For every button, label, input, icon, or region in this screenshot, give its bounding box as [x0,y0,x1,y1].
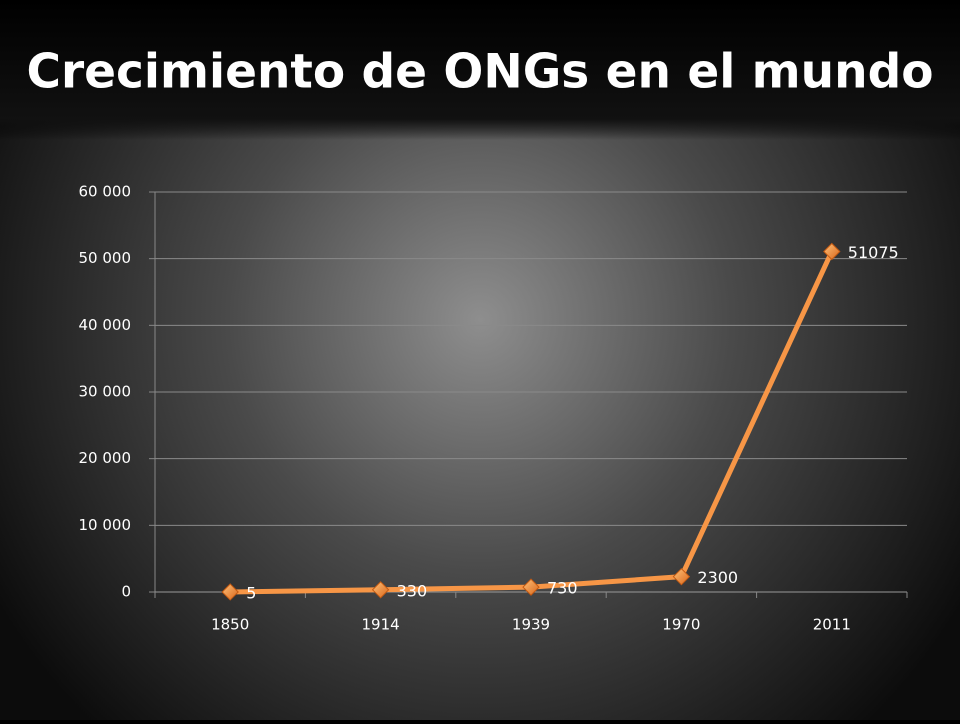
y-tick-label: 50 000 [79,249,132,267]
y-tick-label: 0 [121,583,131,601]
marker [221,583,239,601]
y-tick-label: 40 000 [79,316,132,334]
y-tick-label: 20 000 [79,449,132,467]
data-label: 2300 [697,568,738,587]
x-tick-label: 1970 [662,616,700,634]
x-tick-label: 2011 [813,616,851,634]
marker [371,581,390,599]
marker [522,578,540,596]
x-tick-label: 1914 [362,616,400,634]
y-tick-label: 10 000 [79,516,132,534]
y-tick-label: 30 000 [79,383,132,401]
marker [823,242,841,261]
marker [672,567,691,586]
chart-title: Crecimiento de ONGs en el mundo [26,45,933,100]
y-tick-label: 60 000 [79,183,132,201]
x-tick-label: 1939 [512,616,550,634]
data-label: 51075 [848,243,899,262]
data-label: 5 [246,583,256,602]
data-label: 730 [547,579,578,598]
x-tick-label: 1850 [211,616,249,634]
title-band [0,0,960,140]
data-label: 330 [397,581,428,600]
